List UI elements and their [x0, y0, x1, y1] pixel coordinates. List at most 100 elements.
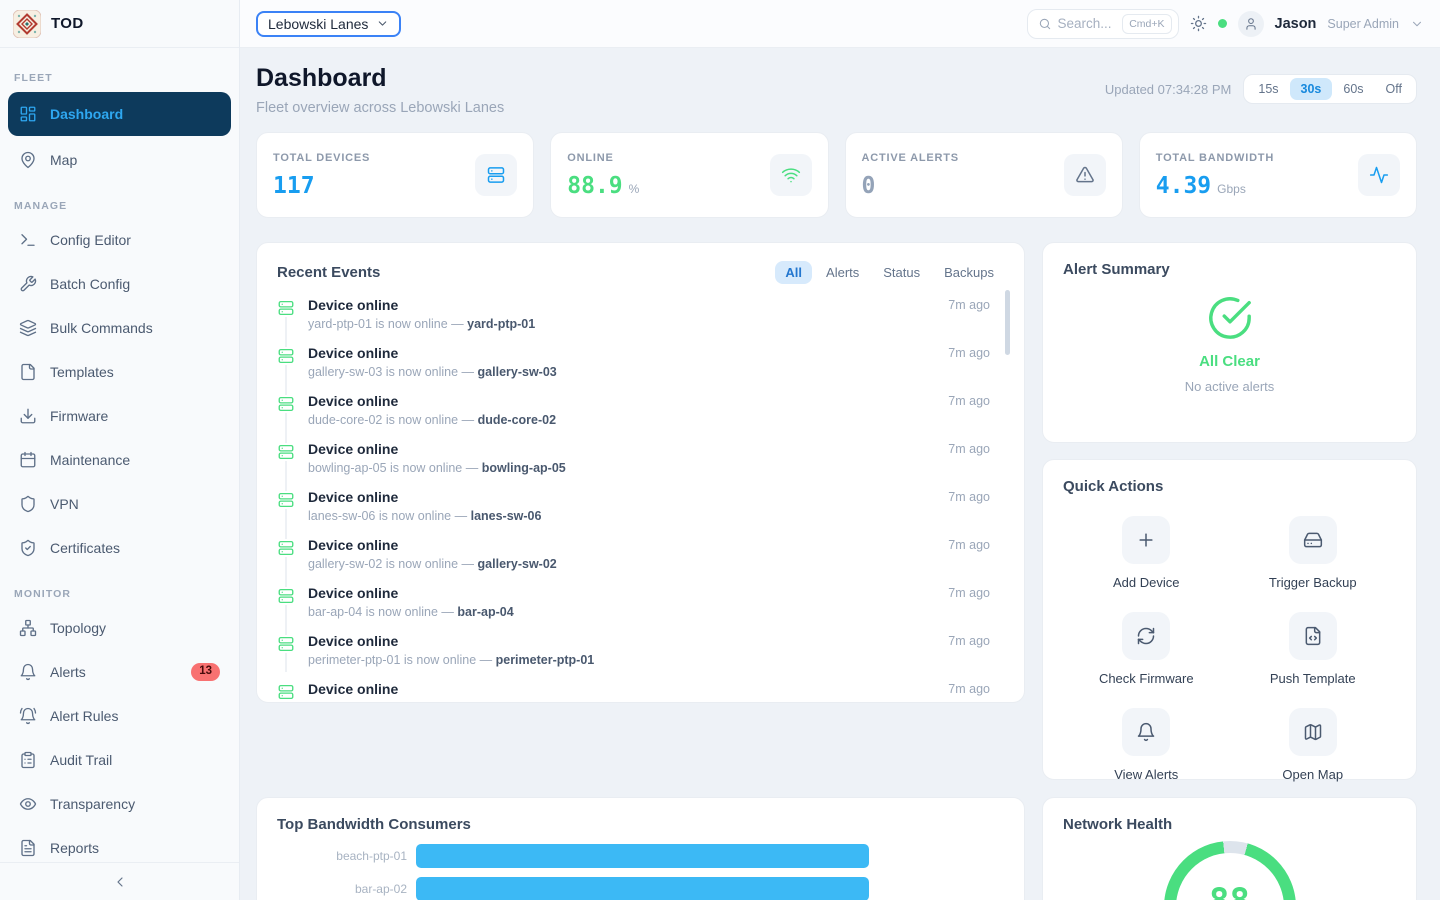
stat-icon-chip [1358, 154, 1400, 196]
wrench-icon [19, 275, 37, 293]
file-code-icon [1303, 626, 1323, 646]
events-scrollbar[interactable] [1005, 290, 1010, 355]
refresh-option-off[interactable]: Off [1385, 82, 1402, 96]
updated-timestamp: Updated 07:34:28 PM [1104, 81, 1232, 97]
event-row[interactable]: Device online yard-ptp-01 is now online —… [277, 297, 1004, 345]
search-placeholder: Search... [1057, 16, 1112, 31]
event-row[interactable]: Device online bar-ap-04 is now online — b… [277, 585, 1004, 633]
event-message: perimeter-ptp-01 is now online — perimet… [308, 653, 595, 667]
stat-card-online: ONLINE 88.9% [550, 132, 829, 218]
stat-unit: % [628, 181, 640, 196]
quick-action-view-alerts[interactable]: View Alerts [1063, 696, 1230, 792]
eye-icon [19, 795, 37, 813]
quick-action-open-map[interactable]: Open Map [1230, 696, 1397, 792]
activity-icon [1369, 165, 1389, 185]
page-header: Dashboard Fleet overview across Lebowski… [256, 64, 1417, 116]
sidebar-item-topology[interactable]: Topology [8, 608, 231, 648]
top-bandwidth-panel: Top Bandwidth Consumers beach-ptp-01 bar-… [256, 797, 1025, 900]
tab-all[interactable]: All [775, 261, 813, 284]
event-time: 7m ago [948, 634, 990, 648]
sidebar-item-firmware[interactable]: Firmware [8, 396, 231, 436]
event-title: Device online [308, 393, 399, 409]
sidebar-item-config-editor[interactable]: Config Editor [8, 220, 231, 260]
sidebar-item-batch-config[interactable]: Batch Config [8, 264, 231, 304]
event-row[interactable]: Device online 7m ago [277, 681, 1004, 702]
tab-alerts[interactable]: Alerts [826, 265, 860, 280]
sidebar-item-label: VPN [50, 496, 79, 512]
quick-action-icon-chip [1122, 612, 1171, 660]
quick-actions-panel: Quick Actions Add Device Trigger Backup Ch… [1042, 459, 1417, 782]
quick-action-label: Push Template [1269, 671, 1356, 686]
bandwidth-bar [416, 877, 869, 900]
quick-action-add-device[interactable]: Add Device [1063, 504, 1230, 600]
nav-section-label-manage: MANAGE [14, 200, 68, 212]
search-icon [1038, 17, 1052, 31]
alerts-count-badge: 13 [191, 663, 220, 681]
content: Dashboard Fleet overview across Lebowski… [240, 48, 1440, 900]
shield-icon [19, 495, 37, 513]
stat-icon-chip [475, 154, 518, 196]
quick-action-label: Open Map [1282, 767, 1344, 782]
stat-value: 4.39 Gbps [1155, 172, 1246, 199]
sidebar-item-label: Batch Config [50, 276, 131, 292]
sidebar-item-vpn[interactable]: VPN [8, 484, 231, 524]
bell-ring-icon [19, 707, 37, 725]
network-health-panel: Network Health 88 [1042, 797, 1417, 900]
sidebar-item-label: Alert Rules [50, 708, 119, 724]
quick-action-label: View Alerts [1114, 767, 1179, 782]
hard-drive-icon [1303, 530, 1323, 550]
event-device-name: perimeter-ptp-01 [495, 653, 595, 667]
event-row[interactable]: Device online dude-core-02 is now online … [277, 393, 1004, 441]
event-row[interactable]: Device online gallery-sw-03 is now online… [277, 345, 1004, 393]
sidebar-item-alert-rules[interactable]: Alert Rules [8, 696, 231, 736]
event-row[interactable]: Device online perimeter-ptp-01 is now onl… [277, 633, 1004, 681]
event-title: Device online [308, 585, 399, 601]
sidebar-item-reports[interactable]: Reports [8, 828, 231, 862]
bandwidth-bars: beach-ptp-01 bar-ap-02 [277, 844, 1004, 900]
bandwidth-bar-track [416, 844, 1004, 868]
avatar[interactable] [1237, 10, 1264, 37]
bandwidth-row-bar-ap-02: bar-ap-02 [277, 877, 1004, 900]
network-health-gauge: 88 [1163, 841, 1296, 900]
tab-status[interactable]: Status [883, 265, 921, 280]
wifi-icon [781, 165, 801, 185]
tab-backups[interactable]: Backups [944, 265, 994, 280]
quick-action-icon-chip [1122, 516, 1171, 564]
stat-card-active-alerts: ACTIVE ALERTS 0 [844, 132, 1123, 218]
search-input[interactable]: Search... Cmd+K [1026, 8, 1179, 39]
event-row[interactable]: Device online lanes-sw-06 is now online —… [277, 489, 1004, 537]
user-menu-button[interactable] [1410, 17, 1424, 31]
quick-action-trigger-backup[interactable]: Trigger Backup [1230, 504, 1397, 600]
quick-action-push-template[interactable]: Push Template [1230, 600, 1397, 696]
event-row[interactable]: Device online gallery-sw-02 is now online… [277, 537, 1004, 585]
bandwidth-device-label: bar-ap-02 [354, 882, 407, 896]
sidebar-item-bulk-commands[interactable]: Bulk Commands [8, 308, 231, 348]
quick-action-check-firmware[interactable]: Check Firmware [1063, 600, 1230, 696]
stat-icon-chip [769, 154, 812, 196]
sidebar-item-map[interactable]: Map [8, 140, 231, 180]
sidebar-item-audit-trail[interactable]: Audit Trail [8, 740, 231, 780]
sidebar-item-maintenance[interactable]: Maintenance [8, 440, 231, 480]
nav-section-label-monitor: MONITOR [14, 588, 72, 600]
collapse-sidebar-button[interactable] [0, 862, 239, 900]
sidebar-item-alerts[interactable]: Alerts 13 [8, 652, 231, 692]
sidebar-item-templates[interactable]: Templates [8, 352, 231, 392]
event-message: gallery-sw-03 is now online — gallery-sw… [308, 365, 557, 379]
event-row[interactable]: Device online bowling-ap-05 is now online… [277, 441, 1004, 489]
quick-actions-grid: Add Device Trigger Backup Check Firmware Pu… [1063, 504, 1396, 792]
theme-toggle-button[interactable] [1190, 15, 1207, 32]
quick-action-icon-chip [1288, 612, 1337, 660]
sidebar-item-certificates[interactable]: Certificates [8, 528, 231, 568]
sidebar-item-dashboard[interactable]: Dashboard [8, 92, 231, 136]
sidebar-item-transparency[interactable]: Transparency [8, 784, 231, 824]
event-message: bowling-ap-05 is now online — bowling-ap… [308, 461, 566, 475]
layers-icon [19, 319, 37, 337]
site-selector[interactable]: Lebowski Lanes [256, 10, 402, 37]
download-icon [19, 407, 37, 425]
refresh-option-15s[interactable]: 15s [1258, 82, 1279, 96]
refresh-option-60s[interactable]: 60s [1343, 82, 1364, 96]
refresh-option-30s[interactable]: 30s [1289, 78, 1333, 100]
sidebar-item-label: Dashboard [50, 106, 124, 122]
sidebar-item-label: Topology [50, 620, 107, 636]
